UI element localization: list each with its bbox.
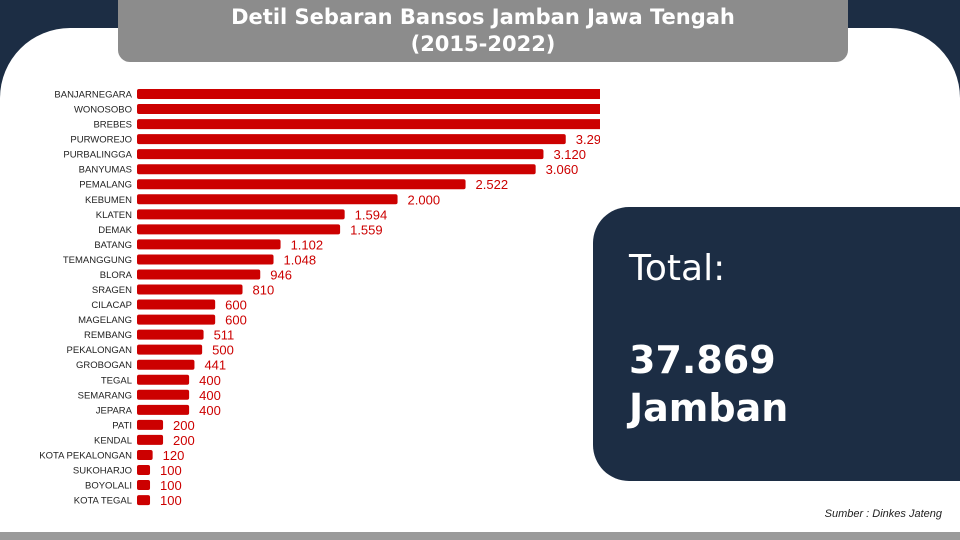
bar-value-label: 600 bbox=[225, 298, 247, 313]
bar-value-label: 100 bbox=[160, 493, 182, 508]
category-label: PEMALANG bbox=[79, 180, 132, 191]
bar bbox=[137, 314, 216, 325]
bar-value-label: 3.120 bbox=[553, 147, 586, 162]
bar bbox=[137, 434, 164, 445]
category-label: BANYUMAS bbox=[79, 165, 132, 176]
bar bbox=[137, 359, 195, 370]
bar bbox=[137, 404, 190, 415]
category-label: GROBOGAN bbox=[76, 360, 132, 371]
total-unit: Jamban bbox=[629, 386, 789, 430]
source-note: Sumber : Dinkes Jateng bbox=[824, 508, 942, 520]
bar-value-label: 120 bbox=[163, 448, 185, 463]
title-box: Detil Sebaran Bansos Jamban Jawa Tengah … bbox=[118, 0, 848, 62]
bar-chart: BANJARNEGARA4.145WONOSOBO4.098BREBES3.90… bbox=[39, 89, 600, 508]
bar-value-label: 200 bbox=[173, 418, 195, 433]
category-label: REMBANG bbox=[84, 330, 132, 341]
bar-value-label: 511 bbox=[214, 328, 235, 343]
bar-value-label: 2.000 bbox=[408, 192, 441, 207]
bar-value-label: 1.102 bbox=[291, 237, 324, 252]
bar bbox=[137, 480, 151, 491]
total-value: 37.869 bbox=[629, 338, 776, 382]
bar bbox=[137, 209, 345, 220]
category-label: PURWOREJO bbox=[70, 135, 132, 146]
bar bbox=[137, 329, 204, 340]
bar bbox=[137, 104, 600, 115]
category-label: BANJARNEGARA bbox=[54, 90, 132, 101]
bar bbox=[137, 449, 153, 460]
bar-value-label: 400 bbox=[199, 403, 221, 418]
category-label: BLORA bbox=[100, 270, 133, 281]
bar-value-label: 500 bbox=[212, 343, 234, 358]
category-label: MAGELANG bbox=[78, 315, 132, 326]
bar bbox=[137, 119, 600, 130]
category-label: KENDAL bbox=[94, 435, 132, 446]
bar bbox=[137, 89, 600, 99]
bar-value-label: 100 bbox=[160, 463, 182, 478]
category-label: TEMANGGUNG bbox=[63, 255, 132, 266]
bar-value-label: 400 bbox=[199, 388, 221, 403]
category-label: SRAGEN bbox=[92, 285, 132, 296]
bar bbox=[137, 179, 466, 190]
bar-value-label: 1.559 bbox=[350, 222, 383, 237]
bar-value-label: 600 bbox=[225, 313, 247, 328]
total-label: Total: bbox=[629, 248, 726, 289]
category-label: PATI bbox=[112, 420, 132, 431]
bar-value-label: 200 bbox=[173, 433, 195, 448]
category-label: PEKALONGAN bbox=[67, 345, 133, 356]
category-label: WONOSOBO bbox=[74, 105, 132, 116]
bar bbox=[137, 465, 151, 475]
category-label: SUKOHARJO bbox=[73, 466, 132, 477]
bar-value-label: 3.060 bbox=[546, 162, 579, 177]
category-label: KLATEN bbox=[96, 210, 132, 221]
category-label: PURBALINGGA bbox=[63, 150, 132, 161]
bar bbox=[137, 419, 164, 430]
category-label: TEGAL bbox=[101, 375, 132, 386]
bar-value-label: 3.291 bbox=[576, 132, 600, 147]
category-label: BOYOLALI bbox=[85, 481, 132, 492]
category-label: SEMARANG bbox=[78, 390, 132, 401]
bar bbox=[137, 299, 216, 310]
category-label: KEBUMEN bbox=[85, 195, 132, 206]
bar-value-label: 1.048 bbox=[284, 252, 317, 267]
bar bbox=[137, 224, 341, 235]
bar-value-label: 946 bbox=[270, 267, 292, 282]
category-label: JEPARA bbox=[96, 405, 133, 416]
bar bbox=[137, 149, 544, 160]
total-summary-card: Total: 37.869 Jamban bbox=[593, 207, 960, 481]
chart-subtitle: (2015-2022) bbox=[410, 32, 556, 56]
bar-value-label: 441 bbox=[204, 358, 226, 373]
bar-value-label: 1.594 bbox=[355, 207, 388, 222]
bar-value-label: 100 bbox=[160, 478, 182, 493]
bar bbox=[137, 254, 274, 265]
bar bbox=[137, 194, 398, 205]
bar bbox=[137, 495, 151, 506]
bar-value-label: 400 bbox=[199, 373, 221, 388]
chart-title: Detil Sebaran Bansos Jamban Jawa Tengah bbox=[231, 5, 735, 29]
bar bbox=[137, 134, 566, 145]
bar bbox=[137, 344, 203, 355]
category-label: KOTA PEKALONGAN bbox=[39, 450, 132, 461]
category-label: BREBES bbox=[93, 120, 132, 131]
category-label: KOTA TEGAL bbox=[74, 496, 132, 507]
bar bbox=[137, 284, 243, 295]
bar bbox=[137, 269, 261, 280]
bar-value-label: 2.522 bbox=[476, 177, 509, 192]
bar bbox=[137, 164, 536, 175]
category-label: CILACAP bbox=[91, 300, 132, 311]
bar bbox=[137, 374, 190, 385]
category-label: BATANG bbox=[94, 240, 132, 251]
bar bbox=[137, 239, 281, 250]
bottom-bar bbox=[0, 532, 960, 540]
category-label: DEMAK bbox=[98, 225, 132, 236]
bar-value-label: 810 bbox=[253, 283, 275, 298]
bar bbox=[137, 389, 190, 400]
